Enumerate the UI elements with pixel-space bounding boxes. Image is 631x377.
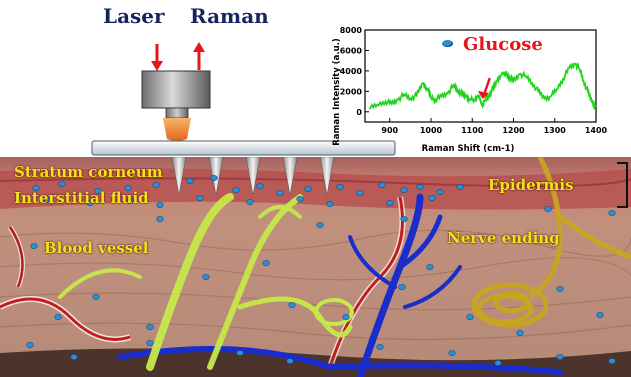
glucose-molecule-icon [416, 184, 424, 190]
glucose-molecule-icon [398, 284, 406, 290]
glucose-molecule-icon [494, 360, 502, 366]
raman-spectrum-chart: 900 1000 1100 1200 1300 1400 0 2000 4000 6000 8000… [332, 26, 608, 154]
skin-cross-section [0, 157, 631, 377]
y-tick-label: 2000 [340, 87, 363, 96]
nerve-ending-label: Nerve ending [447, 229, 560, 247]
glucose-molecule-icon [196, 195, 204, 201]
chart-ylabel: Raman Intensity (a.u.) [332, 38, 342, 146]
glucose-molecule-icon [44, 197, 52, 203]
glucose-molecule-icon [608, 358, 616, 364]
glucose-molecule-icon [356, 190, 364, 196]
x-tick-label: 900 [381, 126, 398, 135]
glucose-molecule-icon [232, 187, 240, 193]
glucose-molecule-icon [426, 264, 434, 270]
y-tick-label: 0 [356, 108, 362, 117]
instrument-graphic [91, 42, 396, 156]
glucose-molecule-icon [236, 350, 244, 356]
glucose-molecule-icon [256, 183, 264, 189]
glucose-molecule-icon [336, 184, 344, 190]
objective-body [141, 70, 211, 109]
glucose-molecule-icon [466, 314, 474, 320]
glucose-dots [26, 175, 616, 366]
glucose-molecule-icon [288, 302, 296, 308]
glucose-molecule-icon [448, 350, 456, 356]
glucose-molecule-icon [92, 294, 100, 300]
y-tick-label: 6000 [340, 46, 363, 55]
x-tick-label: 1200 [502, 126, 525, 135]
y-tick-label: 4000 [340, 67, 363, 76]
glucose-molecule-icon [186, 178, 194, 184]
glucose-dot-icon [442, 40, 453, 47]
glucose-molecule-icon [70, 354, 78, 360]
glucose-molecule-icon [210, 175, 218, 181]
blood-vessel-label: Blood vessel [44, 239, 149, 257]
glucose-molecule-icon [436, 189, 444, 195]
glucose-molecule-icon [296, 196, 304, 202]
glucose-molecule-icon [400, 187, 408, 193]
glucose-molecule-icon [156, 202, 164, 208]
arrow-down-icon [151, 44, 163, 71]
x-tick-label: 1100 [461, 126, 484, 135]
glucose-molecule-icon [286, 358, 294, 364]
glucose-molecule-icon [126, 198, 134, 204]
microneedles [171, 157, 335, 196]
glucose-molecule-icon [94, 188, 102, 194]
glucose-label: Glucose [463, 34, 543, 55]
glucose-molecule-icon [146, 340, 154, 346]
glucose-molecule-icon [304, 186, 312, 192]
laser-label: Laser [103, 4, 165, 28]
glucose-molecule-icon [202, 274, 210, 280]
glucose-peak-arrow-icon [477, 77, 491, 99]
glucose-molecule-icon [32, 185, 40, 191]
glucose-molecule-icon [276, 190, 284, 196]
glucose-molecule-icon [124, 185, 132, 191]
glucose-molecule-icon [556, 286, 564, 292]
interstitial-fluid-label: Interstitial fluid [14, 189, 149, 207]
glucose-molecule-icon [556, 354, 564, 360]
glucose-molecule-icon [30, 243, 38, 249]
chart-frame [364, 29, 597, 123]
glucose-molecule-icon [400, 216, 408, 222]
spectrum-line [368, 61, 597, 111]
epidermis-label: Epidermis [488, 176, 574, 194]
y-tick-label: 8000 [340, 26, 363, 35]
glucose-molecule-icon [596, 312, 604, 318]
glucose-molecule-icon [26, 342, 34, 348]
x-tick-label: 1400 [585, 126, 608, 135]
glucose-molecule-icon [456, 184, 464, 190]
glucose-molecule-icon [316, 222, 324, 228]
stratum-corneum-label: Stratum corneum [14, 163, 163, 181]
glucose-molecule-icon [246, 199, 254, 205]
glucose-molecule-icon [428, 195, 436, 201]
microneedle-patch [91, 140, 396, 156]
arrow-up-icon [193, 42, 205, 70]
glucose-molecule-icon [516, 330, 524, 336]
x-tick-label: 1300 [544, 126, 567, 135]
glucose-molecule-icon [326, 201, 334, 207]
glucose-molecule-icon [146, 324, 154, 330]
glucose-molecule-icon [262, 260, 270, 266]
glucose-molecule-icon [156, 216, 164, 222]
glucose-molecule-icon [342, 314, 350, 320]
glucose-molecule-icon [608, 210, 616, 216]
chart-xlabel: Raman Shift (cm-1) [422, 144, 515, 154]
glucose-molecule-icon [544, 206, 552, 212]
glucose-molecule-icon [86, 200, 94, 206]
x-tick-label: 1000 [420, 126, 443, 135]
laser-beam [163, 118, 191, 141]
glucose-molecule-icon [54, 314, 62, 320]
glucose-molecule-icon [378, 182, 386, 188]
glucose-molecule-icon [386, 200, 394, 206]
glucose-molecule-icon [376, 344, 384, 350]
glucose-molecule-icon [58, 181, 66, 187]
glucose-molecule-icon [152, 182, 160, 188]
raman-label: Raman [190, 4, 269, 28]
